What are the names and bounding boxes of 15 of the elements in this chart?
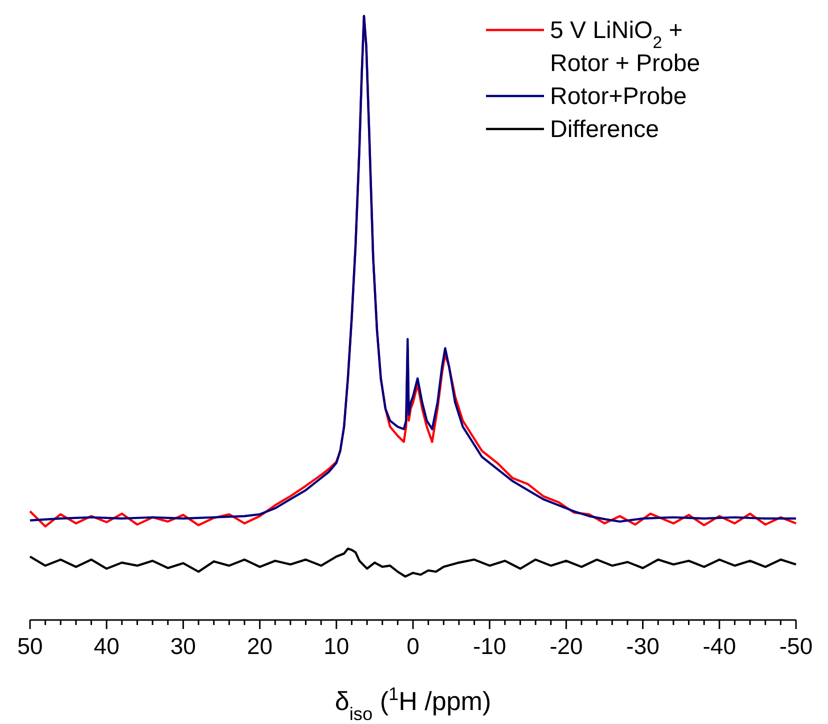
- x-tick-label: -20: [550, 633, 583, 659]
- x-tick-label: -50: [779, 633, 813, 659]
- x-tick-label: 40: [94, 633, 120, 659]
- x-tick-label: 50: [17, 633, 43, 659]
- x-tick-label: -30: [626, 633, 660, 659]
- legend-label: 5 V LiNiO$_{2}$ + Rotor + Probe: [550, 17, 700, 77]
- x-tick-label: 30: [170, 633, 196, 659]
- x-axis-title: δ$_{iso}$ ($^{1}$H /ppm): [334, 684, 492, 724]
- x-tick-label: 10: [324, 633, 350, 659]
- x-tick-label: -40: [702, 633, 736, 659]
- legend-label: Rotor+Probe: [550, 83, 687, 110]
- x-tick-label: -10: [472, 633, 506, 659]
- x-tick-label: 0: [406, 633, 420, 659]
- x-tick-label: 20: [247, 633, 273, 659]
- legend-label: Difference: [550, 116, 659, 143]
